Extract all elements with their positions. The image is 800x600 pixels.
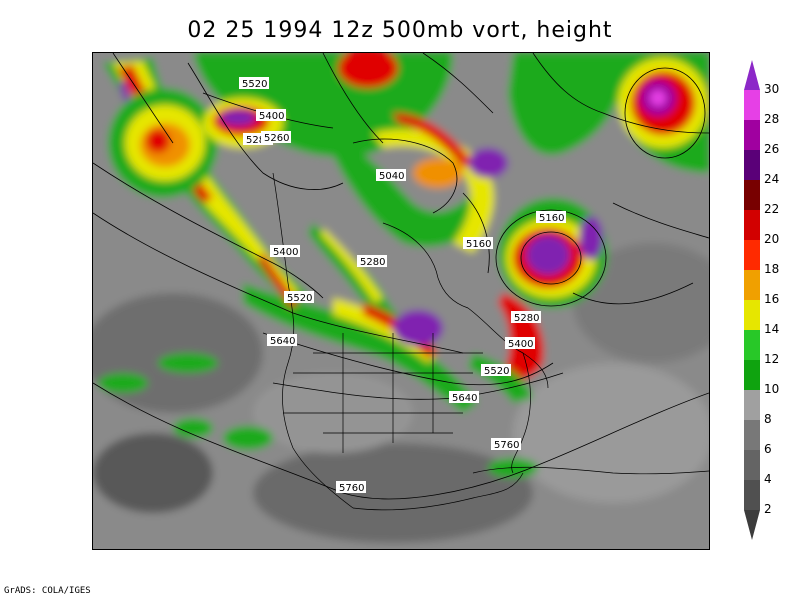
- colorbar-tick-label: 28: [764, 112, 780, 126]
- svg-text:5160: 5160: [539, 213, 564, 224]
- colorbar-swatch: [744, 510, 760, 540]
- contour-label: 5520: [481, 364, 511, 377]
- colorbar-swatch: [744, 330, 760, 360]
- svg-text:5400: 5400: [508, 339, 533, 350]
- svg-text:5160: 5160: [466, 239, 491, 250]
- contour-label: 5760: [491, 438, 521, 451]
- contour-label: 5400: [505, 337, 535, 350]
- svg-text:5640: 5640: [452, 393, 477, 404]
- colorbar-tick-label: 22: [764, 202, 780, 216]
- colorbar-swatch: [744, 60, 760, 90]
- colorbar-tick-label: 16: [764, 292, 780, 306]
- contour-label: 5040: [376, 169, 406, 182]
- contour-label: 5640: [449, 391, 479, 404]
- svg-text:5260: 5260: [264, 133, 289, 144]
- contour-label: 5400: [270, 245, 300, 258]
- svg-text:5040: 5040: [379, 171, 404, 182]
- colorbar-swatch: [744, 180, 760, 210]
- svg-text:5520: 5520: [287, 293, 312, 304]
- vorticity-field: [93, 53, 709, 549]
- colorbar-swatch: [744, 390, 760, 420]
- colorbar-swatch: [744, 120, 760, 150]
- vorticity-map: 5520 5400 5280 5260 5040 5160 5160 5400 …: [92, 52, 710, 550]
- colorbar-swatch: [744, 360, 760, 390]
- colorbar-tick-label: 10: [764, 382, 780, 396]
- colorbar-tick-label: 6: [764, 442, 772, 456]
- svg-text:5400: 5400: [259, 111, 284, 122]
- colorbar-tick-label: 20: [764, 232, 780, 246]
- colorbar-tick-label: 18: [764, 262, 780, 276]
- colorbar-swatches: [744, 60, 760, 540]
- colorbar-swatch: [744, 300, 760, 330]
- colorbar-tick-label: 8: [764, 412, 772, 426]
- svg-text:5520: 5520: [242, 79, 267, 90]
- colorbar-tick-label: 2: [764, 502, 772, 516]
- contour-label: 5760: [336, 481, 366, 494]
- colorbar-tick-label: 30: [764, 82, 780, 96]
- contour-label: 5160: [463, 237, 493, 250]
- svg-text:5760: 5760: [339, 483, 364, 494]
- colorbar-tick-label: 4: [764, 472, 772, 486]
- map-title: 02 25 1994 12z 500mb vort, height: [187, 18, 613, 43]
- colorbar-swatch: [744, 210, 760, 240]
- coastlines: [272, 172, 709, 511]
- contour-label: 5260: [261, 131, 291, 144]
- contour-label-layer: 5520 5400 5280 5260 5040 5160 5160 5400 …: [239, 77, 566, 494]
- contour-label: 5520: [239, 77, 269, 90]
- svg-text:5640: 5640: [270, 336, 295, 347]
- contour-label: 5640: [267, 334, 297, 347]
- svg-text:5400: 5400: [273, 247, 298, 258]
- contour-label: 5280: [357, 255, 387, 268]
- contour-label: 5520: [284, 291, 314, 304]
- contour-label: 5400: [256, 109, 286, 122]
- colorbar-swatch: [744, 150, 760, 180]
- colorbar-tick-label: 26: [764, 142, 780, 156]
- svg-text:5280: 5280: [360, 257, 385, 268]
- colorbar: 2 4 6 8 10 12 14 16 18 20 22 24 26 28 30: [744, 60, 800, 550]
- svg-text:5280: 5280: [514, 313, 539, 324]
- colorbar-swatch: [744, 270, 760, 300]
- svg-text:5280: 5280: [246, 135, 271, 146]
- colorbar-swatch: [744, 240, 760, 270]
- colorbar-swatch: [744, 420, 760, 450]
- colorbar-tick-label: 24: [764, 172, 780, 186]
- colorbar-tick-label: 14: [764, 322, 780, 336]
- svg-text:5760: 5760: [494, 440, 519, 451]
- colorbar-swatch: [744, 450, 760, 480]
- contour-label: 5160: [536, 211, 566, 224]
- contour-label: 5280: [511, 311, 541, 324]
- colorbar-tick-label: 12: [764, 352, 780, 366]
- svg-text:5520: 5520: [484, 366, 509, 377]
- grads-credit: GrADS: COLA/IGES: [4, 586, 91, 596]
- colorbar-swatch: [744, 90, 760, 120]
- colorbar-swatch: [744, 480, 760, 510]
